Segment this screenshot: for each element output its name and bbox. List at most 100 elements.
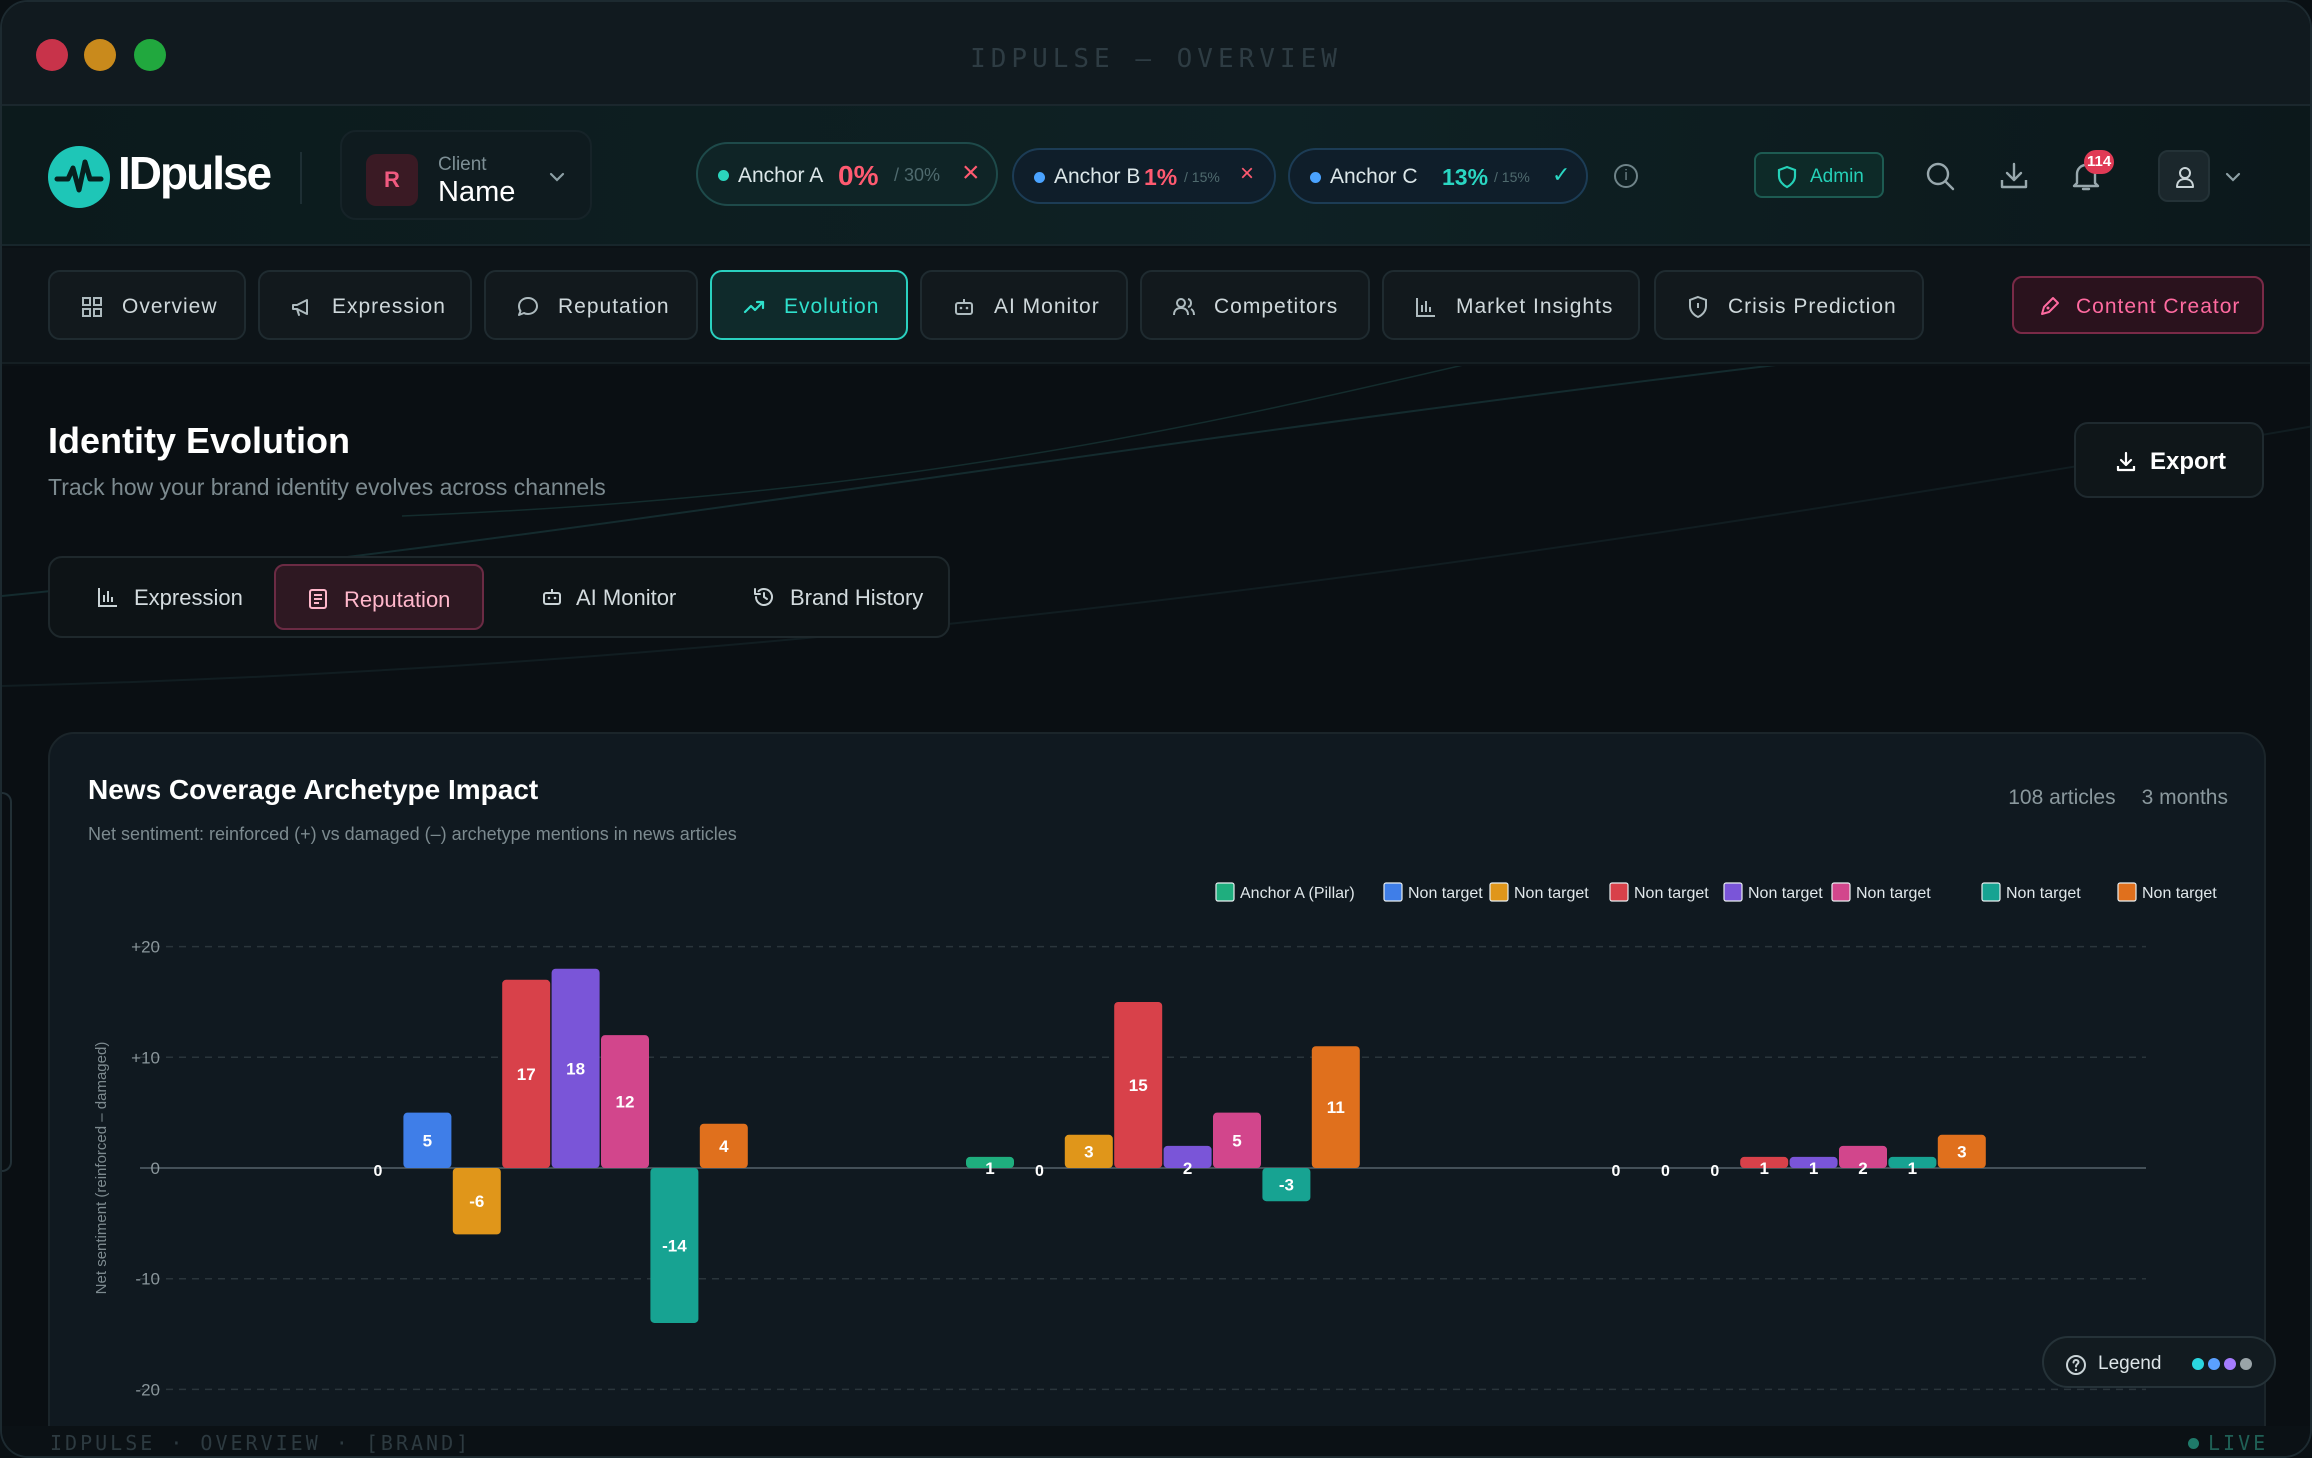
tab-competitors[interactable]: Competitors (1140, 270, 1370, 340)
close-icon[interactable]: × (1240, 160, 1255, 187)
info-icon[interactable]: i (1614, 164, 1638, 188)
search-icon[interactable] (1922, 158, 1958, 194)
legend-dot (2240, 1358, 2252, 1370)
legend-item-label: Non target (1634, 885, 1709, 902)
anchor-target: / 15% (1184, 169, 1220, 185)
footer-breadcrumb: IDPULSE · OVERVIEW · [BRAND] (50, 1431, 472, 1455)
y-tick-label: 0 (151, 1159, 160, 1178)
user-icon (2176, 167, 2194, 188)
client-selector[interactable]: R Client Name (340, 130, 592, 220)
content-creator-button[interactable]: Content Creator (2012, 276, 2264, 334)
tab-label: Crisis Prediction (1728, 295, 1897, 318)
bar (403, 1112, 452, 1168)
bar-value-label: 5 (1232, 1131, 1241, 1150)
legend-swatch (2117, 882, 2137, 902)
export-button[interactable]: Export (2074, 422, 2264, 498)
anchor-chip-b[interactable]: Anchor B 1% / 15% × (1012, 148, 1276, 204)
admin-badge[interactable]: Admin (1754, 152, 1884, 198)
anchor-dot (1034, 172, 1045, 183)
bar-value-label: 18 (566, 1059, 585, 1078)
legend-swatch (1215, 882, 1235, 902)
bar-chart-icon (98, 588, 117, 607)
news-coverage-card: News Coverage Archetype Impact Net senti… (48, 732, 2266, 1454)
anchor-percent: 1% (1144, 164, 1178, 190)
content-creator-label: Content Creator (2076, 295, 2241, 318)
legend-item-label: Non target (2006, 885, 2081, 902)
tab-crisis-prediction[interactable]: Crisis Prediction (1654, 270, 1924, 340)
tab-reputation[interactable]: Reputation (484, 270, 698, 340)
main-navigation: Overview Expression Reputation Evolution… (2, 248, 2310, 364)
legend-item-label: Non target (1514, 885, 1589, 902)
tab-label: Competitors (1214, 295, 1339, 318)
bar-value-label: -14 (662, 1236, 687, 1255)
y-tick-label: +10 (131, 1048, 160, 1067)
app-header: IDpulse R Client Name Anchor A 0% / 30% … (2, 106, 2310, 246)
bar (1937, 1134, 1986, 1168)
subtab-label: Reputation (344, 587, 451, 612)
divider (300, 152, 302, 204)
download-icon[interactable] (1996, 158, 2032, 194)
tab-overview[interactable]: Overview (48, 270, 246, 340)
users-icon (1173, 298, 1195, 316)
grid-icon (82, 297, 102, 317)
maximize-window-button[interactable] (134, 39, 166, 71)
close-icon[interactable]: × (962, 156, 980, 189)
client-name: Name (438, 176, 516, 208)
bar-value-label: 4 (719, 1137, 729, 1156)
bar (1311, 1046, 1360, 1168)
user-menu-button[interactable] (2158, 150, 2210, 202)
live-indicator: LIVE (2208, 1431, 2269, 1455)
legend-swatch (1831, 882, 1851, 902)
anchor-chip-a[interactable]: Anchor A 0% / 30% × (696, 142, 998, 206)
chevron-down-icon[interactable] (2222, 166, 2244, 188)
shield-icon (1777, 165, 1797, 189)
brand-name[interactable]: IDpulse (118, 147, 272, 199)
tab-market-insights[interactable]: Market Insights (1382, 270, 1640, 340)
bar-value-label: 0 (1661, 1163, 1670, 1180)
subtab-brand-history[interactable]: Brand History (720, 564, 940, 630)
legend-label: Legend (2098, 1353, 2162, 1374)
anchor-chip-c[interactable]: Anchor C 13% / 15% ✓ (1288, 148, 1588, 204)
legend-item-label: Non target (1748, 885, 1823, 902)
bar (1064, 1134, 1113, 1168)
newspaper-icon (309, 589, 327, 609)
main-content: Identity Evolution Track how your brand … (2, 366, 2310, 1454)
anchor-name: Anchor A (738, 164, 824, 187)
subtab-reputation[interactable]: Reputation (274, 564, 484, 630)
tab-ai-monitor[interactable]: AI Monitor (920, 270, 1128, 340)
minimize-window-button[interactable] (84, 39, 116, 71)
anchor-percent: 0% (838, 160, 879, 191)
trending-up-icon (743, 300, 765, 314)
bar-value-label: 2 (1183, 1159, 1192, 1178)
bar-value-label: 11 (1327, 1098, 1345, 1117)
page-title: Identity Evolution (48, 420, 350, 461)
subtab-ai-monitor[interactable]: AI Monitor (502, 564, 702, 630)
legend-button[interactable]: Legend (2042, 1336, 2276, 1388)
legend-swatch (1723, 882, 1743, 902)
pen-icon (2041, 297, 2059, 315)
bar (1888, 1156, 1937, 1168)
bar (1163, 1145, 1212, 1168)
card-meta: 108 articles 3 months (1982, 786, 2228, 810)
admin-label: Admin (1810, 166, 1864, 187)
subtab-expression[interactable]: Expression (56, 564, 252, 630)
export-label: Export (2150, 448, 2227, 475)
notification-count-badge: 114 (2084, 150, 2115, 174)
close-window-button[interactable] (36, 39, 68, 71)
evolution-subtabs: Expression Reputation AI Monitor Brand H… (48, 556, 950, 638)
bar-value-label: 0 (374, 1163, 383, 1180)
client-label: Client (438, 154, 487, 175)
robot-icon (543, 589, 561, 605)
anchor-name: Anchor B (1054, 165, 1141, 188)
bar-value-label: 0 (1710, 1163, 1719, 1180)
bar-value-label: -6 (469, 1192, 484, 1211)
side-panel-handle[interactable] (2, 792, 12, 1172)
tab-evolution[interactable]: Evolution (710, 270, 908, 340)
legend-swatch (1609, 882, 1629, 902)
window-title: IDPULSE — OVERVIEW (970, 44, 1342, 74)
history-icon (754, 588, 773, 606)
tab-label: Market Insights (1456, 295, 1614, 318)
megaphone-icon (292, 299, 308, 316)
bar-value-label: 15 (1129, 1076, 1148, 1095)
tab-expression[interactable]: Expression (258, 270, 472, 340)
